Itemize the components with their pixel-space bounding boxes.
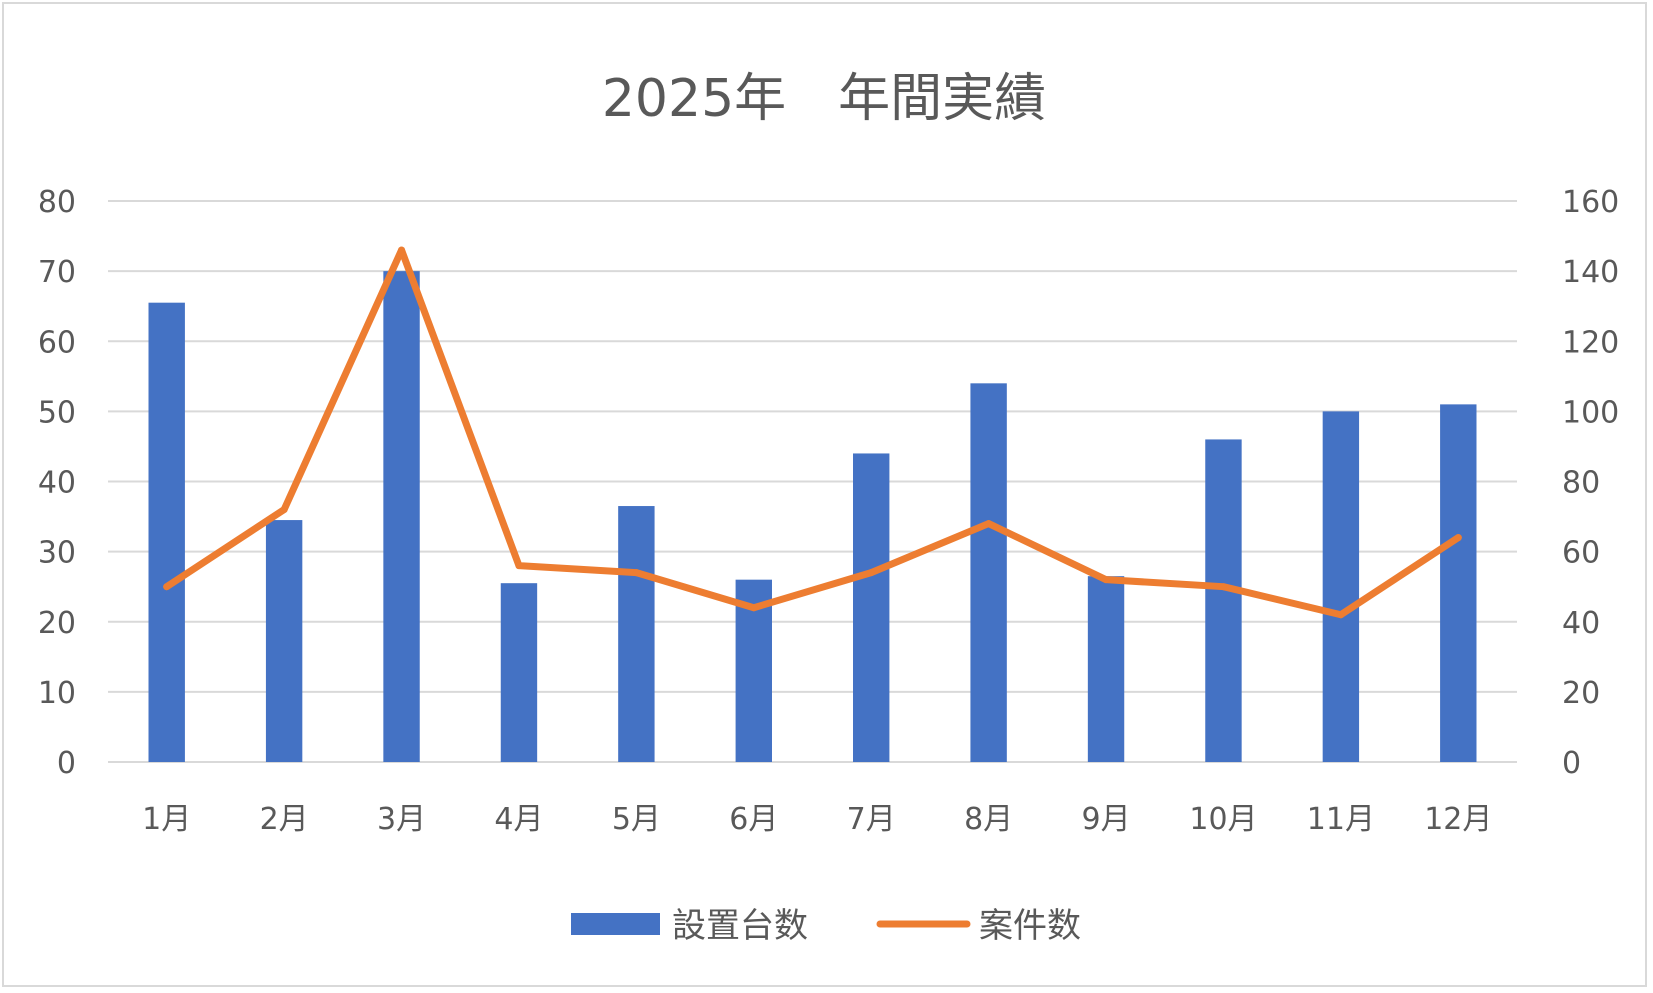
y-tick-label-left: 20 [38, 606, 76, 641]
y-tick-label-left: 40 [38, 466, 76, 501]
y-tick-label-right: 140 [1562, 255, 1619, 290]
line-point [1337, 611, 1345, 619]
x-tick-label: 10月 [1189, 802, 1257, 837]
chart-svg: 2025年 年間実績 0 10 20 30 40 50 60 70 80 0 20 40 60 80 10… [38, 69, 1619, 946]
x-tick-label: 7月 [847, 802, 896, 837]
x-tick-label: 11月 [1307, 802, 1375, 837]
y-tick-label-right: 100 [1562, 395, 1619, 430]
x-tick-label: 8月 [964, 802, 1013, 837]
y-tick-label-left: 0 [57, 746, 76, 781]
bar-series [148, 271, 1477, 762]
bar [853, 453, 890, 762]
bar [383, 271, 420, 762]
bar [1087, 576, 1125, 762]
y-tick-label-right: 40 [1562, 606, 1600, 641]
y-tick-label-right: 160 [1562, 185, 1619, 220]
y-tick-label-left: 30 [38, 536, 76, 571]
bar [265, 520, 303, 762]
line-series [163, 246, 1462, 619]
y-tick-label-right: 20 [1562, 676, 1600, 711]
y-tick-label-left: 70 [38, 255, 76, 290]
line-point [750, 604, 758, 612]
x-tick-label: 4月 [494, 802, 543, 837]
line-point [163, 583, 171, 591]
line-point [280, 506, 288, 514]
x-tick-label: 12月 [1424, 802, 1492, 837]
x-tick-label: 2月 [260, 802, 309, 837]
bar [500, 583, 538, 762]
bar [1205, 439, 1242, 762]
x-axis: 1月 2月 3月 4月 5月 6月 7月 8月 9月 10月 11月 12月 [142, 802, 1492, 837]
legend-label: 案件数 [979, 906, 1081, 946]
line-point [985, 520, 993, 528]
bar [970, 383, 1007, 762]
line-point [1454, 534, 1462, 542]
chart-title: 2025年 年間実績 [602, 69, 1046, 129]
y-tick-label-right: 0 [1562, 746, 1581, 781]
y-axis-left: 0 10 20 30 40 50 60 70 80 [38, 185, 76, 781]
x-tick-label: 1月 [142, 802, 191, 837]
y-tick-label-left: 50 [38, 395, 76, 430]
y-tick-label-left: 60 [38, 325, 76, 360]
y-tick-label-left: 80 [38, 185, 76, 220]
series-line [163, 246, 1462, 619]
y-tick-label-right: 120 [1562, 325, 1619, 360]
y-tick-label-left: 10 [38, 676, 76, 711]
bar [1322, 411, 1360, 762]
line-point [515, 562, 523, 570]
y-axis-right: 0 20 40 60 80 100 120 140 160 [1562, 185, 1619, 781]
legend-label: 設置台数 [672, 906, 808, 946]
x-tick-label: 6月 [729, 802, 778, 837]
bar [1440, 404, 1477, 762]
line-point [1219, 583, 1227, 591]
legend: 設置台数 案件数 [571, 906, 1081, 946]
line-point [632, 569, 640, 577]
y-tick-label-right: 80 [1562, 466, 1600, 501]
x-tick-label: 3月 [377, 802, 426, 837]
line-point [1102, 576, 1110, 584]
bar [618, 506, 655, 762]
line-point [867, 569, 875, 577]
legend-swatch-bar [571, 913, 660, 935]
x-tick-label: 5月 [612, 802, 661, 837]
bar [148, 302, 185, 762]
gridlines [108, 200, 1517, 763]
x-tick-label: 9月 [1081, 802, 1130, 837]
y-tick-label-right: 60 [1562, 536, 1600, 571]
line-point [398, 246, 406, 254]
